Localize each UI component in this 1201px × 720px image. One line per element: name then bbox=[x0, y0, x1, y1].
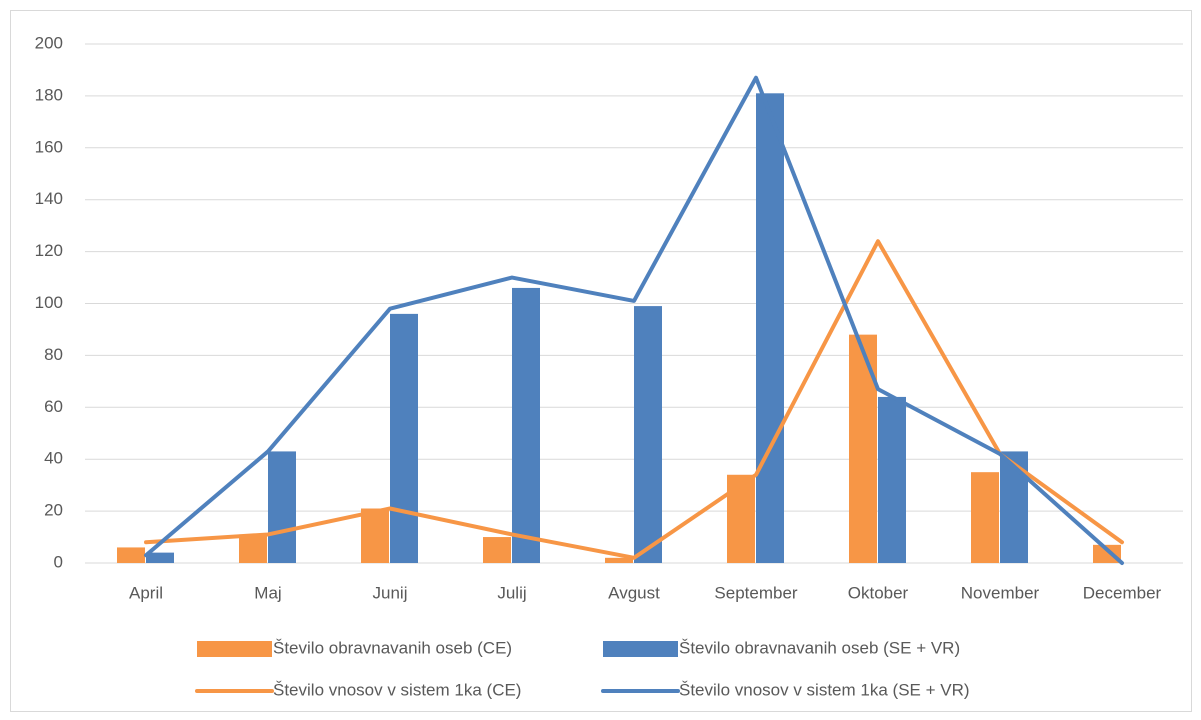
y-tick-label: 60 bbox=[44, 397, 63, 416]
line bbox=[144, 75, 1124, 565]
legend-swatch bbox=[197, 641, 272, 657]
bar bbox=[605, 557, 633, 563]
y-tick-label: 100 bbox=[35, 293, 63, 312]
x-tick-label: April bbox=[129, 583, 163, 602]
bar bbox=[512, 287, 540, 563]
bar bbox=[849, 334, 877, 563]
y-tick-label: 20 bbox=[44, 501, 63, 520]
y-tick-label: 140 bbox=[35, 189, 63, 208]
bar bbox=[483, 537, 511, 563]
x-tick-label: Maj bbox=[254, 583, 281, 602]
bar bbox=[268, 451, 296, 563]
y-tick-label: 80 bbox=[44, 345, 63, 364]
line bbox=[144, 239, 1124, 560]
x-tick-label: September bbox=[714, 583, 797, 602]
legend-label: Število obravnavanih oseb (SE + VR) bbox=[679, 638, 960, 657]
x-tick-label: Julij bbox=[497, 583, 526, 602]
y-tick-label: 40 bbox=[44, 449, 63, 468]
bar bbox=[239, 534, 267, 563]
x-tick-label: November bbox=[961, 583, 1040, 602]
legend-label: Število vnosov v sistem 1ka (SE + VR) bbox=[679, 680, 970, 699]
bar bbox=[390, 313, 418, 563]
x-tick-label: Oktober bbox=[848, 583, 909, 602]
bar bbox=[361, 508, 389, 563]
x-tick-label: Junij bbox=[373, 583, 408, 602]
legend-label: Število vnosov v sistem 1ka (CE) bbox=[273, 680, 521, 699]
legend-swatch bbox=[603, 641, 678, 657]
legend-label: Število obravnavanih oseb (CE) bbox=[273, 638, 512, 657]
chart-frame bbox=[10, 10, 1192, 712]
bar bbox=[146, 552, 174, 563]
bar bbox=[756, 93, 784, 564]
bar bbox=[971, 472, 999, 563]
bar bbox=[727, 474, 755, 563]
bar bbox=[878, 396, 906, 563]
bar bbox=[117, 547, 145, 563]
y-tick-label: 180 bbox=[35, 85, 63, 104]
x-tick-label: Avgust bbox=[608, 583, 660, 602]
bar bbox=[634, 306, 662, 563]
y-tick-label: 120 bbox=[35, 241, 63, 260]
y-tick-label: 200 bbox=[35, 33, 63, 52]
y-tick-label: 0 bbox=[54, 552, 63, 571]
y-tick-label: 160 bbox=[35, 137, 63, 156]
x-tick-label: December bbox=[1083, 583, 1162, 602]
